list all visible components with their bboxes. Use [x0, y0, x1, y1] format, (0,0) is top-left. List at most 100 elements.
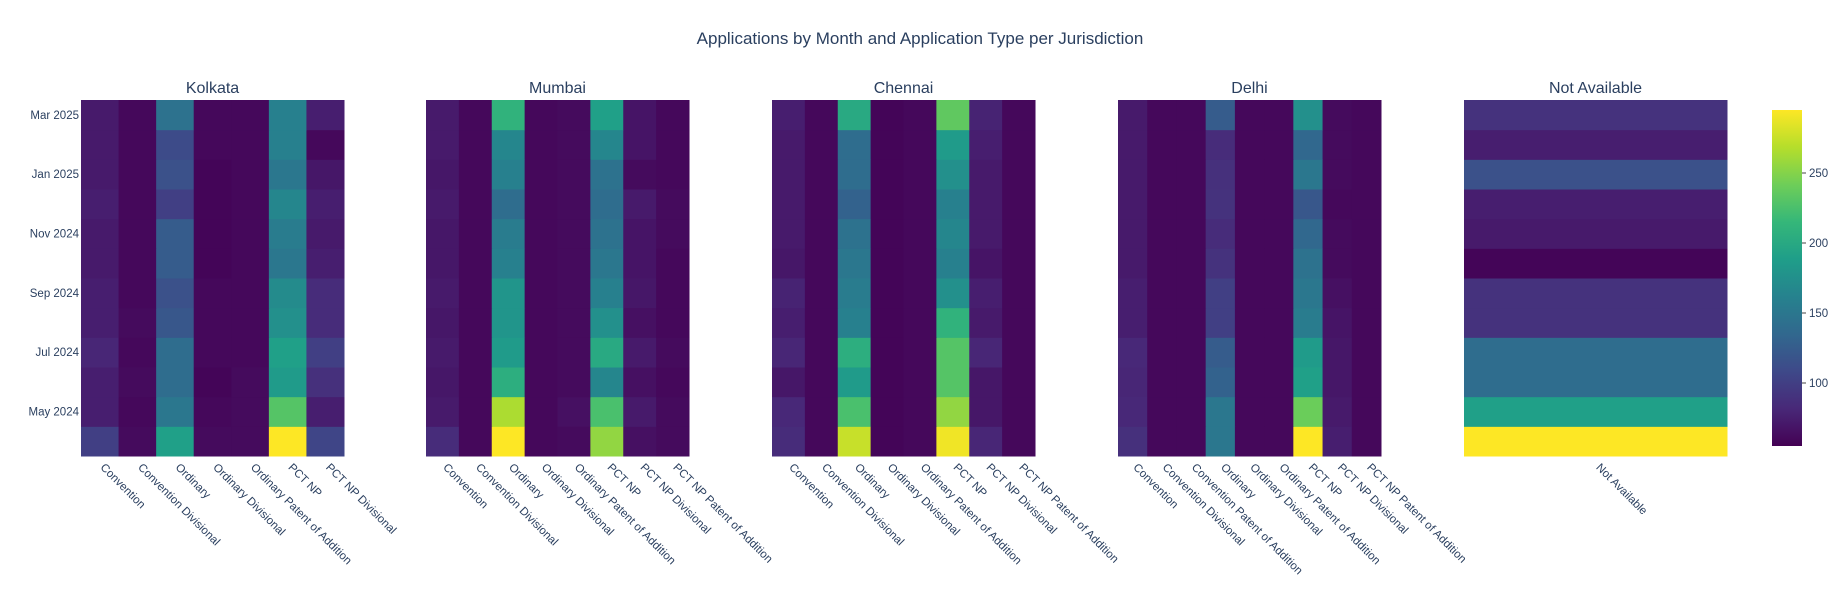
heatmap-cell [231, 396, 270, 427]
heatmap-cell [1464, 248, 1728, 279]
heatmap-cell [1118, 159, 1148, 190]
heatmap-cell [837, 159, 872, 190]
chart-title: Applications by Month and Application Ty… [697, 29, 1144, 48]
heatmap-cell [491, 159, 526, 190]
heatmap-cell [590, 129, 624, 160]
heatmap-cell [557, 396, 591, 427]
heatmap-cell [903, 278, 937, 309]
heatmap-cell [81, 337, 120, 368]
heatmap-cell [426, 307, 460, 338]
heatmap-cell [524, 100, 559, 131]
heatmap-cell [118, 396, 157, 427]
heatmap-cell [193, 218, 232, 249]
heatmap-cell [268, 278, 307, 309]
heatmap-cell [268, 426, 307, 457]
heatmap-cell [1234, 307, 1265, 338]
heatmap-cell [557, 100, 591, 131]
heatmap-cell [1351, 337, 1382, 368]
heatmap-cell [590, 100, 624, 131]
heatmap-cell [1322, 307, 1353, 338]
heatmap-cell [1351, 396, 1382, 427]
heatmap-cell [903, 426, 937, 457]
heatmap-cell [231, 426, 270, 457]
heatmap-cell [1205, 278, 1236, 309]
heatmap-cell [1147, 426, 1177, 457]
heatmap-cell [1351, 129, 1382, 160]
heatmap-cell [491, 337, 526, 368]
heatmap-cell [656, 100, 690, 131]
heatmap-cell [936, 100, 970, 131]
heatmap-cell [1205, 189, 1236, 220]
heatmap-cell [1118, 248, 1148, 279]
heatmap-cell [870, 100, 905, 131]
heatmap-cell [1205, 396, 1236, 427]
heatmap-cell [936, 278, 970, 309]
heatmap-cell [1234, 426, 1265, 457]
heatmap-cell [306, 189, 345, 220]
heatmap-cell [590, 426, 624, 457]
heatmap-cell [524, 426, 559, 457]
heatmap-cell [1464, 337, 1728, 368]
heatmap-cell [193, 100, 232, 131]
heatmap-cell [1322, 100, 1353, 131]
heatmap-cell [231, 337, 270, 368]
heatmap-cell [656, 218, 690, 249]
heatmap-cell [870, 396, 905, 427]
heatmap-cell [1176, 337, 1207, 368]
heatmap-cell [557, 337, 591, 368]
heatmap-cell [1118, 367, 1148, 398]
heatmap-cell [81, 159, 120, 190]
heatmap-cell [81, 278, 120, 309]
heatmap-cell [1464, 129, 1728, 160]
heatmap-cell [772, 307, 806, 338]
heatmap-cell [1234, 100, 1265, 131]
heatmap-cell [1147, 278, 1177, 309]
heatmap-cell [837, 218, 872, 249]
heatmap-cell [623, 159, 657, 190]
heatmap-cell [903, 100, 937, 131]
heatmap-cell [491, 426, 526, 457]
heatmap-cell [193, 367, 232, 398]
heatmap-cell [524, 159, 559, 190]
heatmap-cell [969, 307, 1003, 338]
heatmap-cell [306, 129, 345, 160]
heatmap-cell [1118, 396, 1148, 427]
heatmap-cell [118, 189, 157, 220]
heatmap-cell [1002, 396, 1036, 427]
heatmap-cell [936, 367, 970, 398]
heatmap-cell [1293, 307, 1324, 338]
heatmap-cell [870, 159, 905, 190]
heatmap-cell [903, 129, 937, 160]
heatmap-cell [1002, 100, 1036, 131]
heatmap-cell [837, 129, 872, 160]
heatmap-cell [1322, 367, 1353, 398]
y-tick-label: Nov 2024 [30, 229, 80, 241]
heatmap-cell [1205, 159, 1236, 190]
heatmap-cell [656, 367, 690, 398]
heatmap-cell [118, 278, 157, 309]
heatmap-cell [656, 396, 690, 427]
heatmap-cell [656, 307, 690, 338]
heatmap-cell [936, 248, 970, 279]
heatmap-cell [870, 129, 905, 160]
heatmap-cell [837, 337, 872, 368]
heatmap-cell [903, 189, 937, 220]
heatmap-cell [524, 218, 559, 249]
heatmap-cell [1351, 100, 1382, 131]
heatmap-cell [1264, 100, 1294, 131]
heatmap-cell [426, 396, 460, 427]
heatmap-cell [524, 396, 559, 427]
heatmap-cell [1264, 278, 1294, 309]
heatmap-cell [1293, 278, 1324, 309]
y-tick-label: Jan 2025 [32, 169, 79, 181]
heatmap-cell [903, 396, 937, 427]
heatmap-cell [969, 278, 1003, 309]
heatmap-cell [1176, 100, 1207, 131]
heatmap-cell [623, 100, 657, 131]
heatmap-cell [1464, 426, 1728, 457]
heatmap-cell [804, 426, 839, 457]
panel-not-available: Not Available Not Available [1464, 80, 1728, 517]
colorbar-gradient [1772, 110, 1802, 446]
heatmap-cell [1293, 218, 1324, 249]
heatmap-cell [870, 218, 905, 249]
